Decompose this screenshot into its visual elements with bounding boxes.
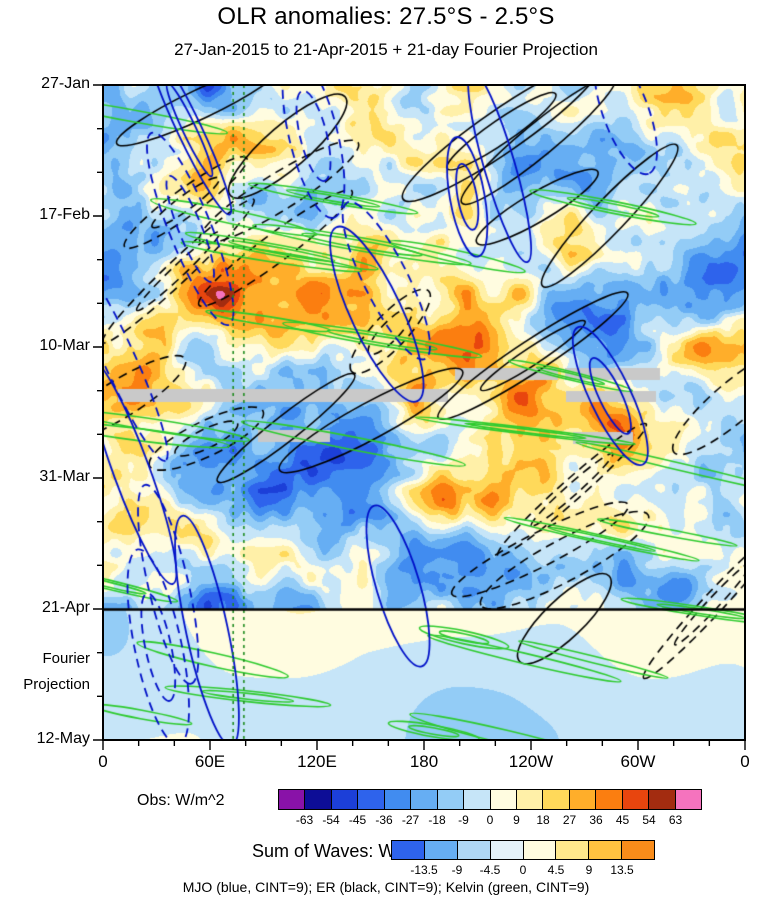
colorbar-tick-label: -36 [375, 813, 393, 827]
colorbar-tick-label: 9 [585, 863, 593, 877]
colorbar-segment [675, 790, 701, 809]
colorbar-segment [589, 841, 623, 859]
y-tick-label: 31-Mar [39, 468, 90, 485]
colorbar-tick-label: 54 [642, 813, 656, 827]
colorbar-tick-label: -63 [295, 813, 314, 827]
colorbar-tick-label: 9 [513, 813, 520, 827]
colorbar-segment [384, 790, 412, 809]
colorbar-segment [305, 790, 332, 809]
colorbar-tick-label: -9 [458, 813, 469, 827]
waves-colorbar [391, 840, 655, 860]
hovmoller-field-canvas [103, 85, 745, 740]
colorbar-tick-label: 0 [486, 813, 494, 827]
colorbar-tick-label: -27 [401, 813, 420, 827]
colorbar-segment [424, 841, 458, 859]
x-tick-label: 60E [194, 752, 226, 771]
colorbar-tick-label: -13.5 [410, 863, 438, 877]
colorbar-segment [622, 790, 650, 809]
x-tick-label: 120E [297, 752, 337, 771]
x-tick-label: 60W [620, 752, 656, 771]
colorbar-tick-label: 18 [536, 813, 550, 827]
fourier-projection-label: Projection [23, 676, 90, 693]
colorbar-segment [392, 841, 425, 859]
colorbar-tick-label: 0 [519, 863, 527, 877]
colorbar-tick-label: 4.5 [547, 863, 565, 877]
colorbar-tick-label: -54 [322, 813, 340, 827]
obs-colorbar-label: Obs: W/m^2 [137, 792, 225, 809]
y-tick-label: 17-Feb [39, 206, 90, 223]
x-tick-label: 0 [740, 752, 750, 771]
obs-colorbar [278, 789, 702, 810]
colorbar-tick-label: 63 [668, 813, 683, 827]
colorbar-tick-label: -4.5 [479, 863, 501, 877]
colorbar-segment [279, 790, 306, 809]
colorbar-tick-label: 36 [589, 813, 603, 827]
colorbar-segment [622, 841, 654, 859]
colorbar-tick-label: 45 [615, 813, 630, 827]
colorbar-segment [490, 841, 524, 859]
colorbar-segment [358, 790, 385, 809]
x-tick-label: 0 [98, 752, 108, 771]
x-tick-label: 180 [409, 752, 439, 771]
colorbar-tick-label: 13.5 [610, 863, 634, 877]
colorbar-tick-label: 27 [562, 813, 577, 827]
colorbar-segment [411, 790, 438, 809]
waves-colorbar-label: Sum of Waves: W/m^2 [252, 841, 434, 861]
colorbar-segment [437, 790, 465, 809]
chart-title: OLR anomalies: 27.5°S - 2.5°S [217, 3, 555, 30]
colorbar-segment [523, 841, 557, 859]
y-tick-label: 27-Jan [41, 75, 90, 92]
colorbar-segment [596, 790, 623, 809]
y-tick-label: 21-Apr [41, 599, 90, 616]
fourier-projection-label: Fourier [42, 650, 90, 667]
chart-subtitle: 27-Jan-2015 to 21-Apr-2015 + 21-day Four… [174, 40, 598, 59]
colorbar-segment [490, 790, 517, 809]
colorbar-segment [649, 790, 676, 809]
y-tick-label: 10-Mar [39, 337, 90, 354]
y-tick-label: 12-May [36, 730, 90, 747]
colorbar-segment [569, 790, 597, 809]
colorbar-segment [543, 790, 570, 809]
colorbar-tick-label: -45 [348, 813, 367, 827]
colorbar-segment [331, 790, 359, 809]
colorbar-tick-label: -18 [428, 813, 446, 827]
colorbar-segment [556, 841, 590, 859]
wave-contour-legend: MJO (blue, CINT=9); ER (black, CINT=9); … [182, 879, 590, 895]
colorbar-tick-label: -9 [451, 863, 463, 877]
colorbar-segment [464, 790, 491, 809]
colorbar-segment [457, 841, 491, 859]
x-tick-label: 120W [508, 752, 554, 771]
colorbar-segment [516, 790, 544, 809]
